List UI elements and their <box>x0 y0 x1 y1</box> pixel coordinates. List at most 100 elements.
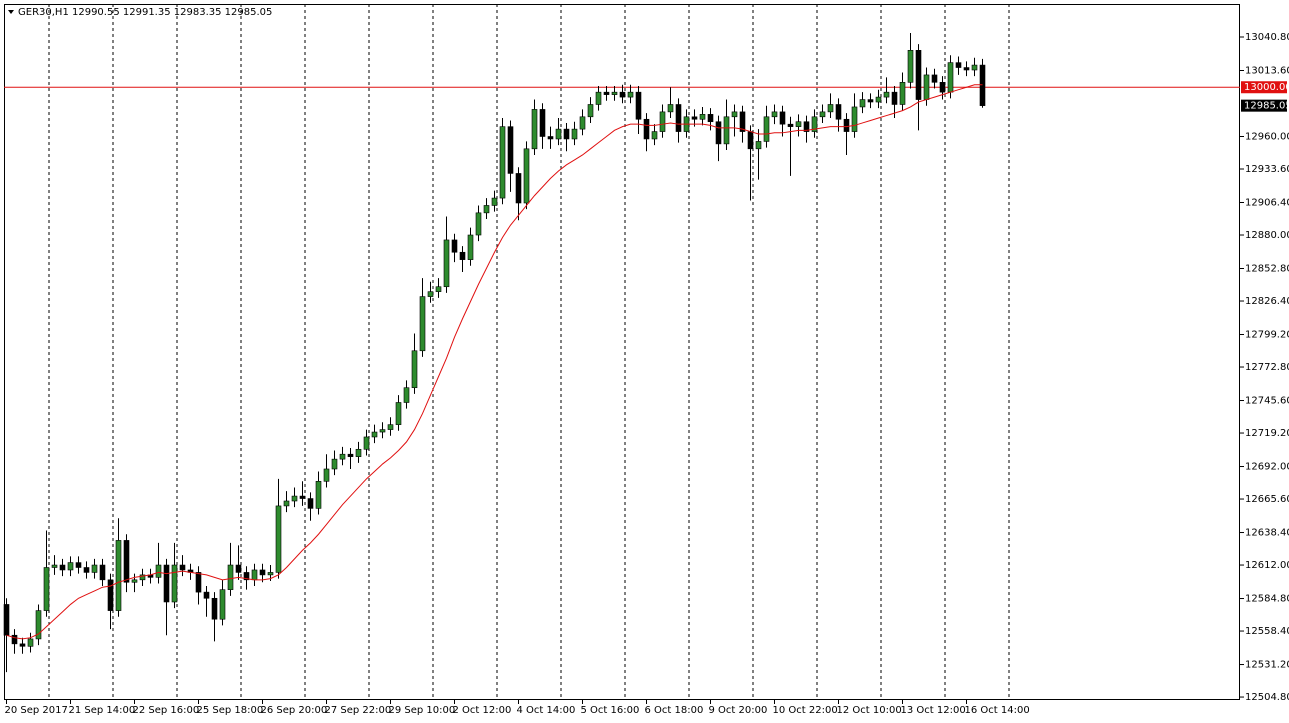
candle-body <box>339 453 346 460</box>
y-tick-label: 13040.80 <box>1245 32 1289 43</box>
candle-body <box>915 50 922 100</box>
candle-body <box>867 99 874 103</box>
candle-body <box>99 564 106 581</box>
candle-body <box>259 569 266 576</box>
candle-body <box>731 111 738 118</box>
candle-body <box>579 116 586 130</box>
candle-body <box>547 136 554 140</box>
candle-body <box>291 495 298 502</box>
y-tick-label: 12612.00 <box>1245 560 1289 571</box>
candle-body <box>627 91 634 98</box>
candle-body <box>403 387 410 403</box>
x-tick-label: 12 Oct 10:00 <box>837 705 902 716</box>
candle-body <box>219 589 226 620</box>
x-tick-label: 13 Oct 12:00 <box>901 705 966 716</box>
candle-body <box>83 567 90 573</box>
candle-body <box>163 564 170 603</box>
candle-body <box>651 131 658 140</box>
candle-body <box>347 453 354 457</box>
candle-body <box>827 104 834 113</box>
candle-body <box>659 111 666 132</box>
candle-body <box>139 574 146 581</box>
y-tick-label: 12799.20 <box>1245 330 1289 341</box>
candle-body <box>851 106 858 132</box>
candle-body <box>931 74 938 83</box>
menu-arrow[interactable] <box>8 10 14 14</box>
candle-body <box>475 212 482 236</box>
candle-body <box>587 104 594 118</box>
candle-body <box>267 572 274 576</box>
y-tick-label: 12504.80 <box>1245 692 1289 703</box>
y-tick-label: 13013.60 <box>1245 65 1289 76</box>
price-label: 12985.05 <box>1244 101 1289 112</box>
candle-body <box>211 597 218 620</box>
chart-title: GER30,H1 12990.55 12991.35 12983.35 1298… <box>18 7 272 18</box>
candle-body <box>611 91 618 95</box>
price-label: 13000.00 <box>1244 82 1289 93</box>
y-tick-label: 12692.00 <box>1245 462 1289 473</box>
x-tick-label: 2 Oct 12:00 <box>453 705 512 716</box>
candle-body <box>835 104 842 120</box>
candle-body <box>331 458 338 470</box>
candle-body <box>491 197 498 206</box>
x-tick-label: 20 Sep 2017 <box>5 705 68 716</box>
candle-body <box>483 205 490 214</box>
x-tick-label: 21 Sep 14:00 <box>69 705 136 716</box>
candle-body <box>531 109 538 150</box>
candle-body <box>395 402 402 425</box>
candle-body <box>763 116 770 142</box>
candle-body <box>355 448 362 457</box>
candle-body <box>299 495 306 499</box>
candle-body <box>963 67 970 71</box>
candle-body <box>923 74 930 100</box>
y-tick-label: 12772.80 <box>1245 362 1289 373</box>
candle-body <box>19 643 26 647</box>
candle-body <box>691 116 698 120</box>
candle-body <box>603 91 610 95</box>
candle-body <box>123 540 130 583</box>
y-tick-label: 12584.80 <box>1245 594 1289 605</box>
candle-body <box>643 118 650 140</box>
y-tick-label: 12880.00 <box>1245 230 1289 241</box>
candle-body <box>427 291 434 297</box>
y-tick-label: 12745.60 <box>1245 396 1289 407</box>
candle-body <box>379 429 386 433</box>
plot-frame <box>4 4 1240 700</box>
candle-body <box>563 128 570 140</box>
candle-body <box>715 121 722 145</box>
candle-body <box>771 111 778 118</box>
candle-body <box>571 128 578 140</box>
candle-body <box>939 82 946 93</box>
candle-body <box>75 562 82 568</box>
y-tick-label: 12719.20 <box>1245 428 1289 439</box>
candle-body <box>419 296 426 352</box>
candle-body <box>747 131 754 150</box>
candle-body <box>619 91 626 98</box>
candle-body <box>699 114 706 120</box>
candle-body <box>459 251 466 260</box>
candle-body <box>203 591 210 599</box>
x-tick-label: 25 Sep 18:00 <box>197 705 264 716</box>
y-tick-label: 12531.20 <box>1245 660 1289 671</box>
candle-body <box>451 239 458 253</box>
candle-body <box>371 431 378 438</box>
candle-body <box>235 564 242 573</box>
candle-body <box>811 116 818 132</box>
candle-body <box>891 91 898 105</box>
candle-body <box>307 498 314 509</box>
candle-body <box>363 436 370 450</box>
candle-body <box>91 564 98 573</box>
candle-body <box>243 572 250 581</box>
candle-body <box>195 572 202 593</box>
candle-body <box>499 126 506 199</box>
candle-body <box>275 505 282 573</box>
candle-body <box>11 634 18 645</box>
candle-body <box>819 111 826 118</box>
candle-body <box>387 424 394 430</box>
x-tick-label: 16 Oct 14:00 <box>965 705 1030 716</box>
candle-body <box>435 286 442 292</box>
candle-body <box>107 579 114 611</box>
candle-body <box>955 62 962 68</box>
candle-body <box>787 123 794 127</box>
